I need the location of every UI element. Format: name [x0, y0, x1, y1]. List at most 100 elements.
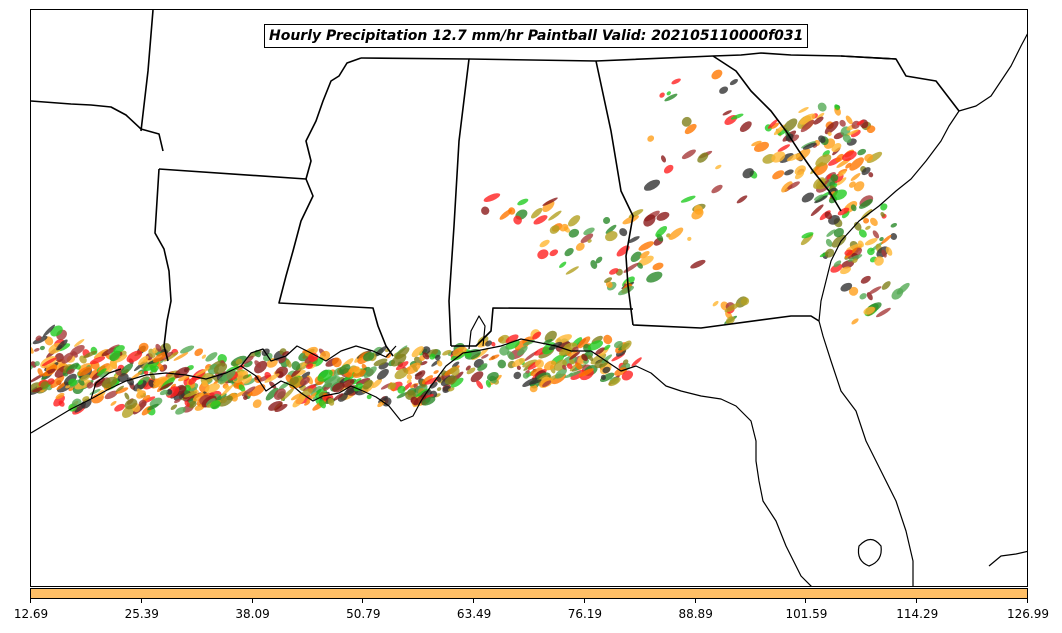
tick-label: 88.89: [678, 607, 713, 621]
precip-blob: [636, 262, 643, 269]
precip-blob: [436, 360, 443, 367]
tx-bays: [90, 368, 122, 400]
precip-blob: [351, 378, 362, 385]
precip-blob: [583, 227, 595, 236]
precip-blob: [595, 347, 605, 355]
precip-blob: [845, 115, 853, 125]
precip-blob: [836, 177, 847, 186]
precip-blob: [348, 366, 360, 373]
precip-blob: [638, 255, 654, 266]
precip-blob: [444, 375, 458, 385]
precip-blob: [834, 104, 840, 110]
precip-blob: [853, 181, 865, 192]
precip-blob: [115, 387, 129, 394]
precip-blob: [436, 387, 442, 392]
precip-blob: [691, 208, 704, 220]
precip-blob: [269, 381, 277, 389]
precip-blob: [881, 249, 887, 258]
precip-blob: [476, 380, 484, 390]
precip-blob: [603, 334, 613, 345]
precip-blob: [535, 359, 544, 369]
precip-blob: [188, 376, 197, 385]
precip-blob: [619, 228, 628, 237]
precip-blob: [56, 339, 68, 351]
precip-blob: [831, 142, 842, 153]
precip-blob: [213, 362, 228, 375]
tick-label: 126.99: [1007, 607, 1049, 621]
border-tx-ok: [31, 100, 164, 152]
precip-blob: [362, 379, 373, 390]
atlantic-coast: [818, 33, 1027, 586]
precip-blob: [588, 355, 594, 362]
precip-blob: [68, 378, 77, 387]
precip-blob: [66, 368, 75, 375]
precip-blob: [268, 400, 283, 411]
lake-okeechobee: [857, 538, 882, 567]
precip-blob: [411, 346, 424, 358]
precip-blob: [736, 195, 748, 204]
precip-blob: [858, 229, 867, 238]
precip-blob: [831, 234, 847, 248]
precip-blob: [801, 232, 814, 239]
tick-mark: [473, 599, 475, 603]
precip-blob: [138, 355, 149, 366]
precip-blob: [830, 174, 839, 182]
precip-blob: [142, 395, 151, 402]
border-tx-la: [154, 168, 172, 362]
precip-blob: [890, 223, 898, 228]
precip-blob: [149, 371, 156, 381]
precip-blob: [813, 177, 826, 189]
tick-mark: [583, 599, 585, 603]
precip-blob: [530, 367, 543, 377]
precip-blob: [896, 282, 910, 295]
precip-blob: [681, 149, 696, 160]
precip-blob: [395, 347, 410, 360]
precip-blob: [825, 238, 833, 247]
precip-blob: [799, 113, 816, 125]
precip-blob: [505, 334, 519, 344]
coastlines: [31, 33, 1027, 586]
precip-blob: [83, 350, 97, 359]
precip-blob: [378, 395, 388, 404]
precip-blob: [827, 131, 832, 136]
precip-blob: [740, 297, 750, 306]
precip-blob: [133, 380, 147, 392]
precip-blob: [622, 359, 629, 365]
precip-blob: [429, 353, 436, 360]
precip-blob: [39, 345, 45, 351]
precip-blob: [879, 237, 884, 242]
precip-blob: [725, 316, 735, 325]
precip-blob: [183, 391, 197, 398]
precip-blob: [656, 211, 670, 221]
precip-blob: [405, 362, 421, 375]
precip-blob: [110, 400, 117, 406]
precip-blob: [874, 256, 884, 266]
precip-blob: [31, 345, 34, 354]
precip-blob: [543, 339, 553, 345]
precip-blob: [684, 123, 697, 135]
border-al-ga: [595, 60, 634, 326]
precip-blob: [327, 398, 335, 406]
tick-label: 101.59: [785, 607, 828, 621]
precip-blob: [857, 240, 864, 248]
precip-blob: [174, 398, 181, 404]
precip-blob: [542, 380, 552, 387]
precip-blob: [681, 116, 692, 127]
precip-blob: [61, 352, 74, 364]
precip-blob: [491, 341, 496, 347]
border-ms-al: [360, 57, 470, 347]
precip-blob: [798, 107, 809, 113]
precip-blob: [779, 153, 794, 163]
precip-blob: [421, 396, 436, 406]
precip-blob: [34, 361, 40, 367]
precip-blob: [840, 282, 853, 292]
precip-blob: [235, 358, 243, 365]
precip-blob: [372, 378, 383, 389]
tick-label: 114.29: [896, 607, 939, 621]
precip-blob: [80, 374, 91, 381]
precip-blob: [58, 400, 65, 407]
precip-blob: [366, 394, 372, 400]
precip-blob: [777, 144, 790, 152]
precip-blob: [842, 134, 852, 143]
precip-blob: [711, 184, 723, 194]
